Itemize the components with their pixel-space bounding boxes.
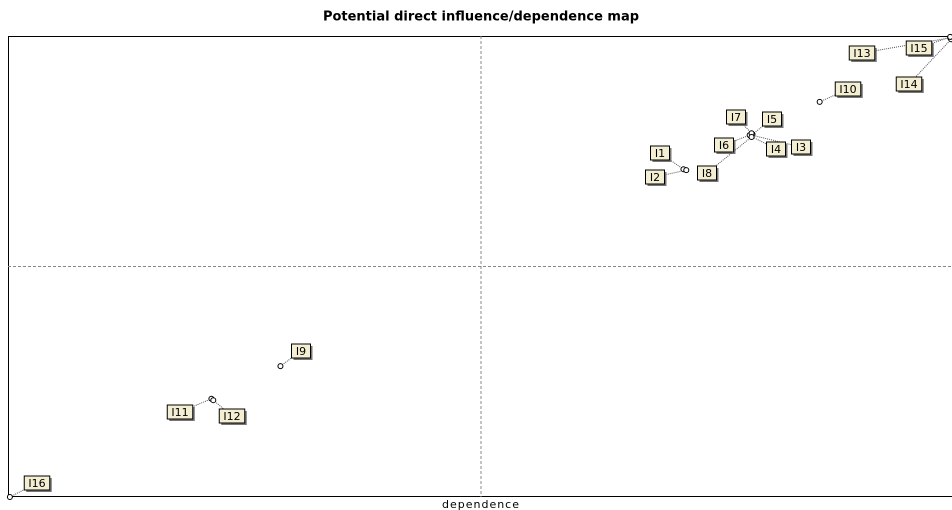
point-label: I7 <box>731 111 741 124</box>
point-label: I6 <box>719 139 729 152</box>
point <box>947 33 952 40</box>
label-box <box>645 169 665 185</box>
point <box>683 167 690 174</box>
label-box <box>23 475 51 491</box>
leader-line <box>659 152 684 170</box>
label-box <box>766 141 786 157</box>
point-label: I10 <box>839 83 856 96</box>
point-label: I14 <box>900 78 917 91</box>
leader-line <box>280 350 302 367</box>
label-box <box>714 137 734 153</box>
point <box>816 98 823 105</box>
point <box>277 363 284 370</box>
point-label: I16 <box>28 477 45 490</box>
label-box <box>650 145 670 161</box>
point-label: I9 <box>296 345 306 358</box>
chart-title: Potential direct influence/dependence ma… <box>323 10 639 25</box>
point-label: I15 <box>910 42 927 55</box>
x-axis-label: dependence <box>442 498 520 510</box>
point <box>748 133 755 140</box>
label-box <box>895 76 923 92</box>
point-label: I3 <box>796 141 806 154</box>
marks: I1 I2 I3 I4 I5 I6 I7 I8 I9 I10 I11 I12 I13 I14 I15 I16 <box>6 33 952 500</box>
label-box <box>291 343 311 359</box>
point-label: I12 <box>223 410 240 423</box>
point-label: I1 <box>655 147 665 160</box>
point-label: I13 <box>853 47 870 60</box>
label-box <box>848 45 876 61</box>
point-label: I11 <box>171 406 188 419</box>
label-box <box>762 111 782 127</box>
label-box <box>726 109 746 125</box>
label-box <box>791 139 811 155</box>
label-box <box>905 40 933 56</box>
leader-line <box>706 136 752 174</box>
point-label: I8 <box>702 167 712 180</box>
point <box>6 494 13 500</box>
label-box <box>834 81 862 97</box>
label-box <box>697 165 717 181</box>
leader-line <box>908 38 952 85</box>
point-label: I2 <box>650 171 660 184</box>
leader-line <box>918 36 951 49</box>
point-label: I4 <box>771 143 781 156</box>
point-label: I5 <box>767 113 777 126</box>
label-box <box>166 404 194 420</box>
label-box <box>218 408 246 424</box>
leader-line <box>750 135 777 150</box>
point <box>210 397 217 404</box>
